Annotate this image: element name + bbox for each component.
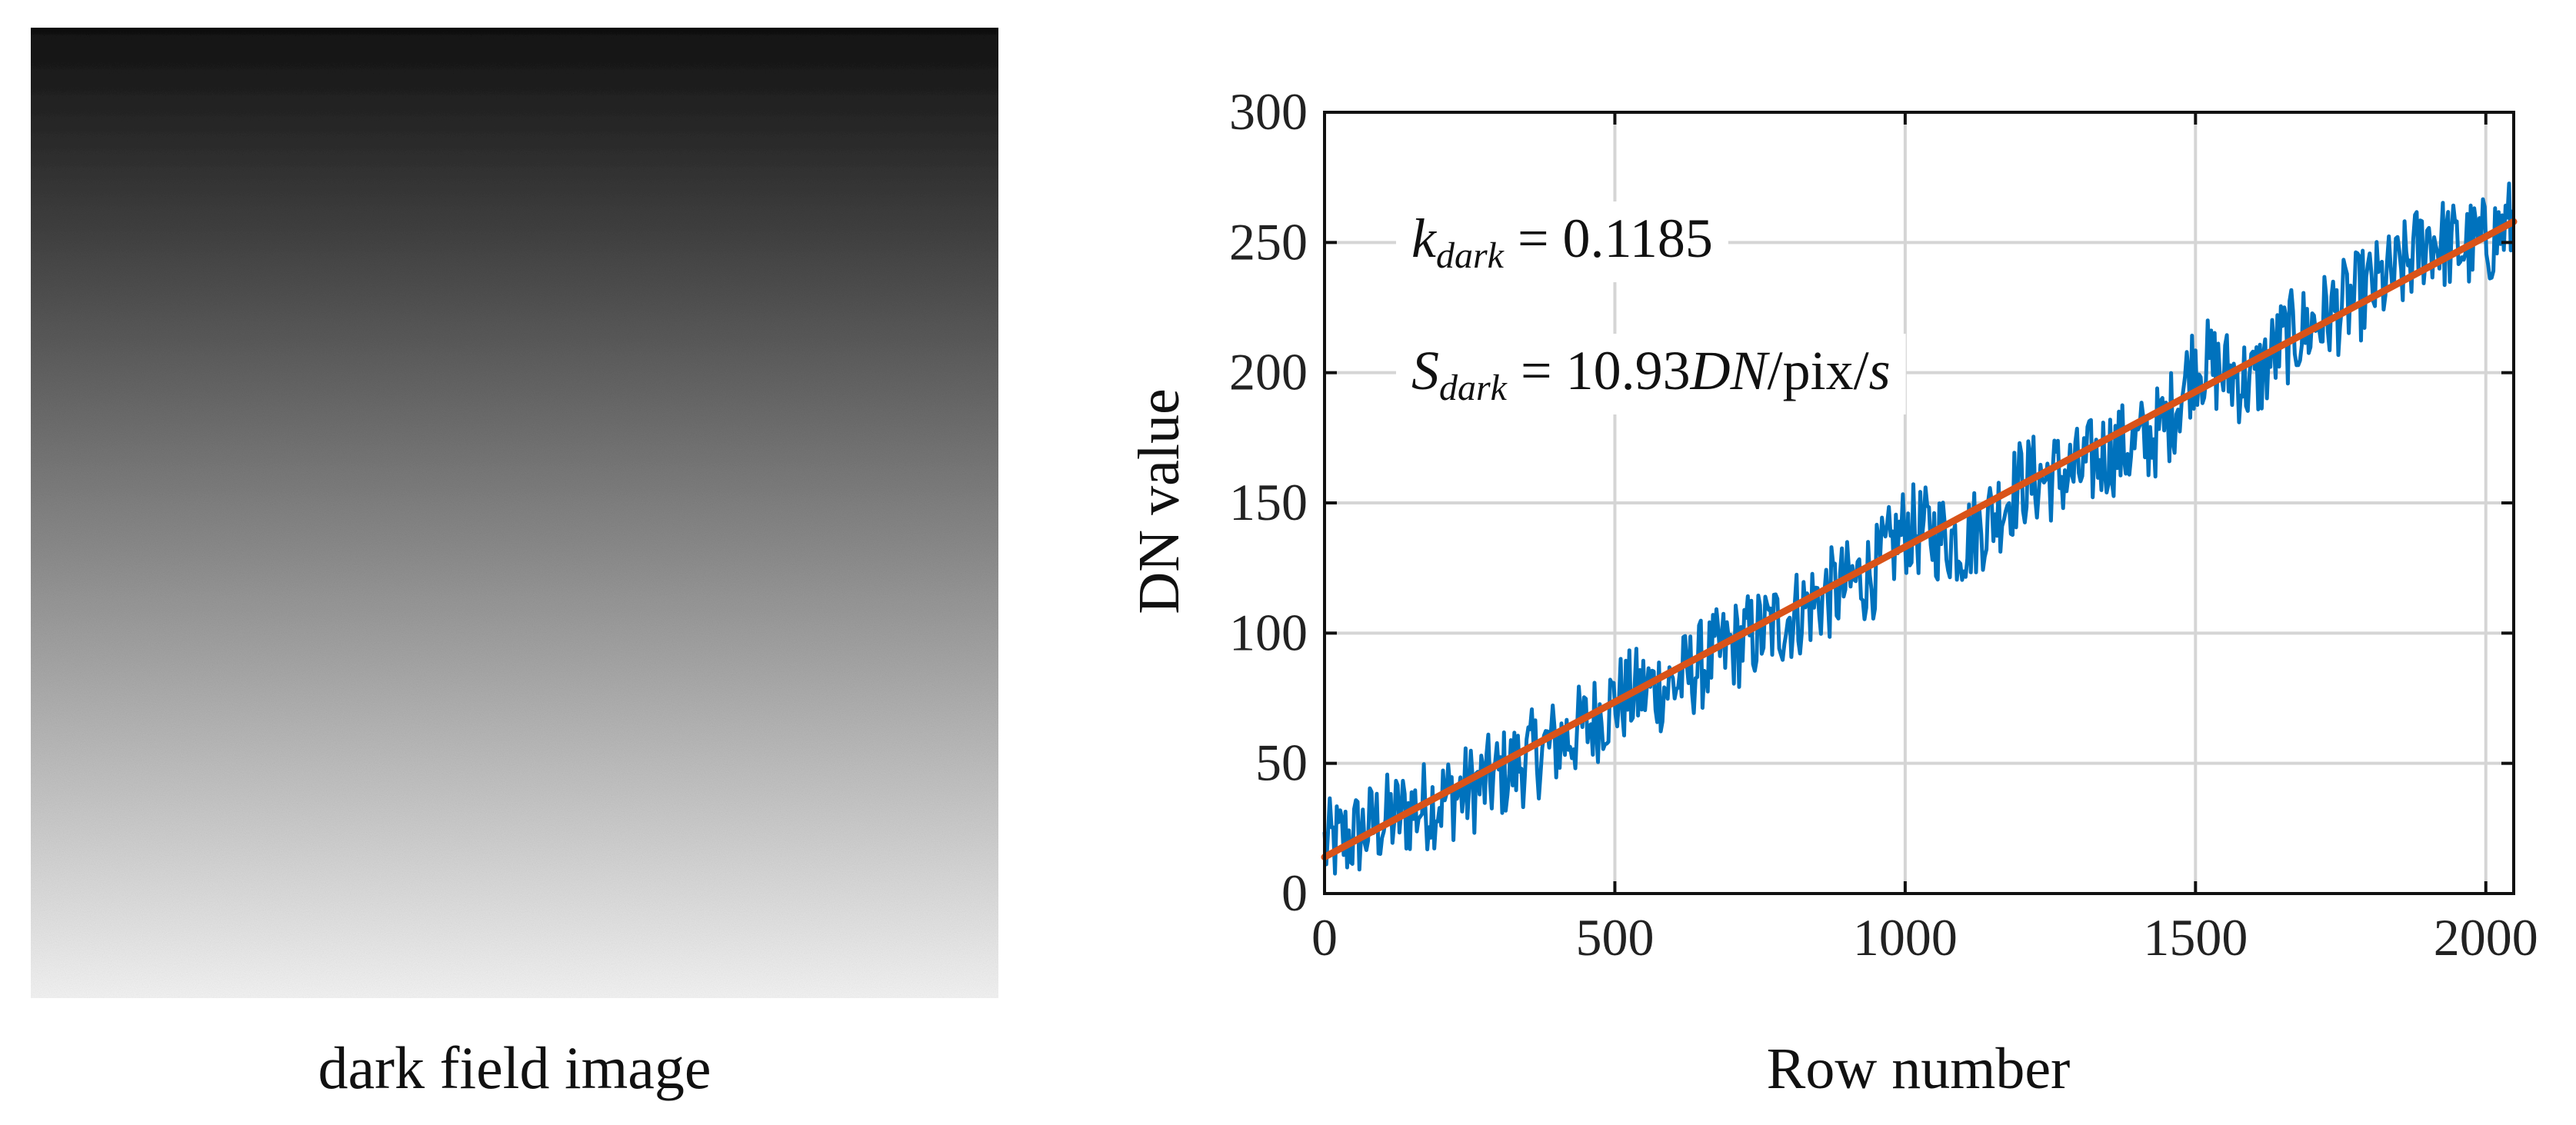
tick-marks [1323,111,2514,895]
tick-labels: 0 500 1000 1500 2000 0 50 100 150 200 250 300 [1229,82,2538,967]
plot-area [1321,181,2518,876]
x-tick-label: 500 [1575,908,1654,967]
dn-vs-row-chart: 0 500 1000 1500 2000 0 50 100 150 200 250 300 Row n… [1127,82,2538,1101]
annotation-background [1396,334,1906,414]
x-tick-label: 1500 [2143,908,2248,967]
annotation-background [1396,201,1728,282]
dark-field-image [31,28,998,998]
y-tick-label: 0 [1281,864,1308,922]
annotation-text: Sdark = 10.93DN/pix/s [1411,340,1891,408]
annotation-text: kdark = 0.1185 [1411,208,1713,276]
k-dark-annotation: kdark = 0.1185 [1396,201,1728,282]
x-tick-label: 1000 [1853,908,1958,967]
y-tick-label: 50 [1255,734,1308,792]
y-tick-label: 100 [1229,603,1308,661]
s-dark-annotation: Sdark = 10.93DN/pix/s [1396,334,1906,414]
x-axis-title: Row number [1767,1037,2071,1101]
measured-series-line [1322,181,2514,876]
grid [1325,112,2514,894]
fit-series-line [1321,218,2518,861]
y-tick-label: 150 [1229,473,1308,531]
y-axis-title: DN value [1127,388,1191,614]
annotations: kdark = 0.1185 Sdark = 10.93DN/pix/s [1396,201,1906,414]
x-tick-label: 0 [1311,908,1338,967]
dark-field-caption: dark field image [318,1034,711,1101]
dark-field-panel: dark field image [31,28,998,1101]
y-tick-label: 250 [1229,212,1308,271]
y-tick-label: 300 [1229,82,1308,141]
x-tick-label: 2000 [2434,908,2538,967]
y-tick-label: 200 [1229,343,1308,401]
